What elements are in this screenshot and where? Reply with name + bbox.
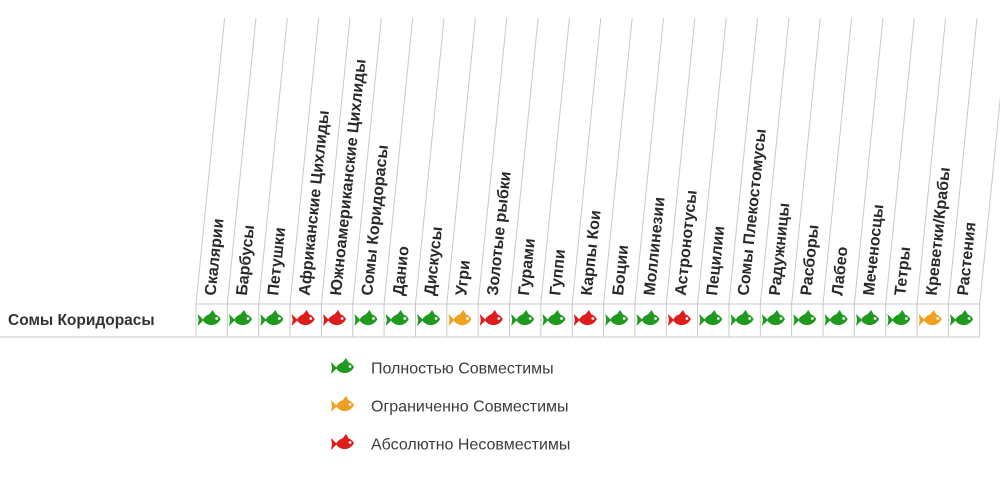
column-label: Гуппи bbox=[547, 248, 569, 296]
legend-label: Полностью Совместимы bbox=[371, 361, 554, 378]
legend-item-limited: Ограниченно Совместимы bbox=[331, 396, 569, 416]
fish-icon bbox=[699, 310, 723, 326]
fish-icon bbox=[887, 310, 911, 326]
legend-item-incompatible: Абсолютно Несовместимы bbox=[331, 434, 570, 454]
column-guide-line bbox=[383, 17, 414, 305]
column-guide-line bbox=[665, 17, 696, 305]
fish-icon bbox=[636, 310, 660, 326]
fish-icon bbox=[331, 358, 354, 374]
column-label: Моллинезии bbox=[641, 196, 668, 296]
legend-item-compatible: Полностью Совместимы bbox=[331, 358, 554, 378]
column-label: Петушки bbox=[265, 227, 289, 297]
fish-icon bbox=[229, 310, 253, 326]
compatibility-row: Сомы Коридорасы bbox=[8, 312, 155, 329]
fish-icon bbox=[479, 310, 503, 326]
column-guide-line bbox=[446, 17, 476, 305]
fish-icon bbox=[542, 310, 566, 326]
column-guide-line bbox=[916, 17, 947, 305]
row-label: Сомы Коридорасы bbox=[8, 312, 155, 329]
column-label: Сомы Плекостомусы bbox=[735, 128, 769, 296]
fish-icon bbox=[331, 434, 354, 450]
fish-icon bbox=[448, 310, 472, 326]
fish-icon bbox=[918, 310, 942, 326]
fish-icon bbox=[511, 310, 535, 326]
column-label: Барбусы bbox=[234, 224, 258, 296]
legend-label: Ограниченно Совместимы bbox=[371, 399, 569, 416]
fish-icon bbox=[793, 310, 817, 326]
fish-icon bbox=[197, 310, 221, 326]
column-label: Тетры bbox=[892, 246, 914, 296]
fish-icon bbox=[291, 310, 315, 326]
column-label: Скалярии bbox=[203, 218, 228, 297]
fish-icon bbox=[385, 310, 409, 326]
legend: Полностью Совместимы Ограниченно Совмести… bbox=[331, 358, 570, 454]
column-label: Африканские Цихлиды bbox=[297, 110, 333, 297]
column-label: Данио bbox=[391, 245, 413, 296]
column-guide-line bbox=[759, 17, 790, 305]
column-label: Меченосцы bbox=[861, 204, 887, 297]
column-label: Карпы Кои bbox=[579, 209, 605, 296]
column-guide-line bbox=[352, 17, 382, 305]
column-guide-line bbox=[289, 17, 320, 305]
column-guide-line bbox=[697, 17, 727, 305]
column-guide-line bbox=[728, 17, 759, 305]
column-guide-line bbox=[258, 17, 288, 305]
column-guide-line bbox=[571, 17, 602, 305]
fish-icon bbox=[824, 310, 848, 326]
fish-icon bbox=[730, 310, 754, 326]
legend-label: Абсолютно Несовместимы bbox=[371, 437, 570, 454]
fish-icon bbox=[323, 310, 347, 326]
column-label: Пецилии bbox=[704, 225, 728, 296]
column-guide-line bbox=[979, 96, 1000, 305]
column-guide-line bbox=[226, 17, 257, 305]
fish-icon bbox=[856, 310, 880, 326]
compatibility-cells bbox=[0, 303, 981, 338]
column-guide-line bbox=[414, 17, 445, 305]
fish-icon bbox=[260, 310, 284, 326]
column-label: Гурами bbox=[516, 237, 539, 296]
column-guide-line bbox=[540, 17, 570, 305]
column-guide-line bbox=[195, 17, 226, 305]
fish-icon bbox=[950, 310, 974, 326]
fish-icon bbox=[667, 310, 691, 326]
column-label: Расборы bbox=[798, 224, 822, 297]
fish-icon bbox=[761, 310, 785, 326]
column-label: Радужницы bbox=[767, 202, 794, 296]
column-guide-line bbox=[885, 17, 915, 305]
column-guide-line bbox=[634, 17, 664, 305]
column-guide-line bbox=[853, 17, 884, 305]
fish-icon bbox=[573, 310, 597, 326]
fish-icon bbox=[605, 310, 629, 326]
column-label: Угри bbox=[453, 259, 474, 296]
fish-icon bbox=[354, 310, 378, 326]
fish-icon bbox=[331, 396, 354, 412]
column-label: Растения bbox=[955, 221, 980, 296]
fish-icon bbox=[417, 310, 441, 326]
column-guide-line bbox=[822, 17, 853, 305]
column-label: Лабео bbox=[830, 246, 852, 297]
column-guide-line bbox=[947, 17, 978, 305]
column-label: Креветки/Крабы bbox=[924, 166, 954, 296]
column-label: Боции bbox=[610, 244, 632, 296]
column-label: Астронотусы bbox=[673, 189, 701, 296]
column-guide-line bbox=[477, 17, 508, 305]
column-guide-line bbox=[603, 17, 633, 305]
column-labels: Скалярии Барбусы Петушки Африканские Цихлид… bbox=[203, 58, 980, 296]
column-guide-line bbox=[791, 17, 821, 305]
column-label: Дискусы bbox=[422, 226, 446, 297]
column-guide-line bbox=[509, 17, 539, 305]
column-guide-line bbox=[320, 17, 351, 305]
column-guides bbox=[195, 17, 1000, 305]
